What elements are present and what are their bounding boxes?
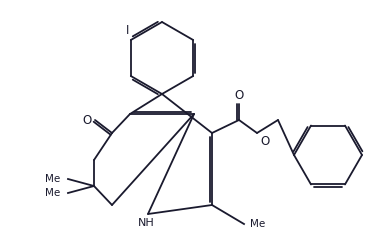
- Text: O: O: [234, 89, 244, 102]
- Text: Me: Me: [250, 219, 265, 229]
- Text: I: I: [126, 24, 129, 37]
- Text: O: O: [260, 135, 269, 148]
- Text: O: O: [83, 114, 92, 126]
- Text: Me: Me: [45, 188, 60, 198]
- Text: Me: Me: [45, 174, 60, 184]
- Text: NH: NH: [138, 218, 154, 228]
